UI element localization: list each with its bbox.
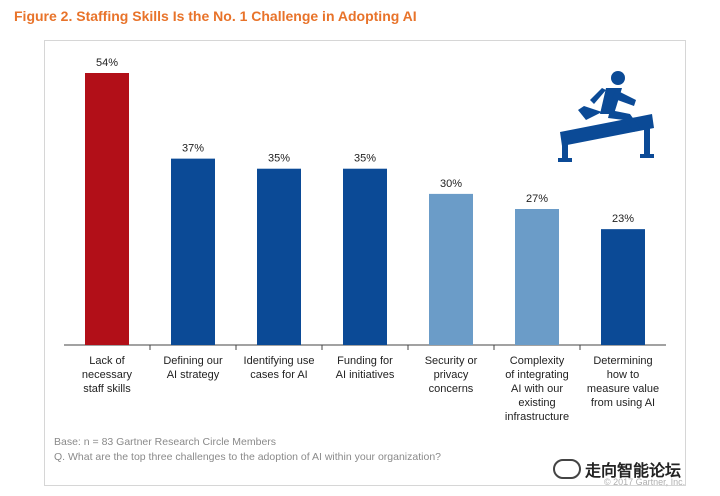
- bar: [343, 168, 387, 345]
- figure-title: Figure 2. Staffing Skills Is the No. 1 C…: [14, 8, 417, 24]
- wechat-icon: [553, 459, 581, 479]
- footnote-question: Q. What are the top three challenges to …: [54, 451, 441, 463]
- data-label: 54%: [96, 57, 118, 69]
- data-label: 35%: [354, 153, 376, 165]
- bar: [429, 193, 473, 345]
- data-label: 30%: [440, 178, 462, 190]
- bar: [171, 158, 215, 345]
- data-label: 27%: [526, 193, 548, 205]
- watermark: 走向智能论坛: [553, 457, 681, 481]
- category-label: Funding for AI initiatives: [336, 355, 395, 381]
- bar: [601, 229, 645, 345]
- hurdle-runner-icon: [558, 71, 654, 162]
- copyright: © 2017 Gartner, Inc.: [604, 477, 686, 487]
- category-label: Lack of necessary staff skills: [82, 355, 133, 395]
- category-label: Identifying use cases for AI: [244, 355, 315, 381]
- category-label: Security or privacy concerns: [425, 355, 478, 395]
- bar: [85, 73, 129, 345]
- watermark-text: 走向智能论坛: [585, 463, 682, 480]
- footnote-base: Base: n = 83 Gartner Research Circle Mem…: [54, 436, 277, 448]
- data-label: 35%: [268, 153, 290, 165]
- bar: [257, 168, 301, 345]
- category-label: Defining our AI strategy: [163, 355, 223, 381]
- category-label: Complexity of integrating AI with our exist…: [505, 355, 569, 423]
- category-label: Determining how to measure value from using…: [587, 355, 659, 409]
- data-label: 23%: [612, 213, 634, 225]
- data-label: 37%: [182, 143, 204, 155]
- bar: [515, 209, 559, 345]
